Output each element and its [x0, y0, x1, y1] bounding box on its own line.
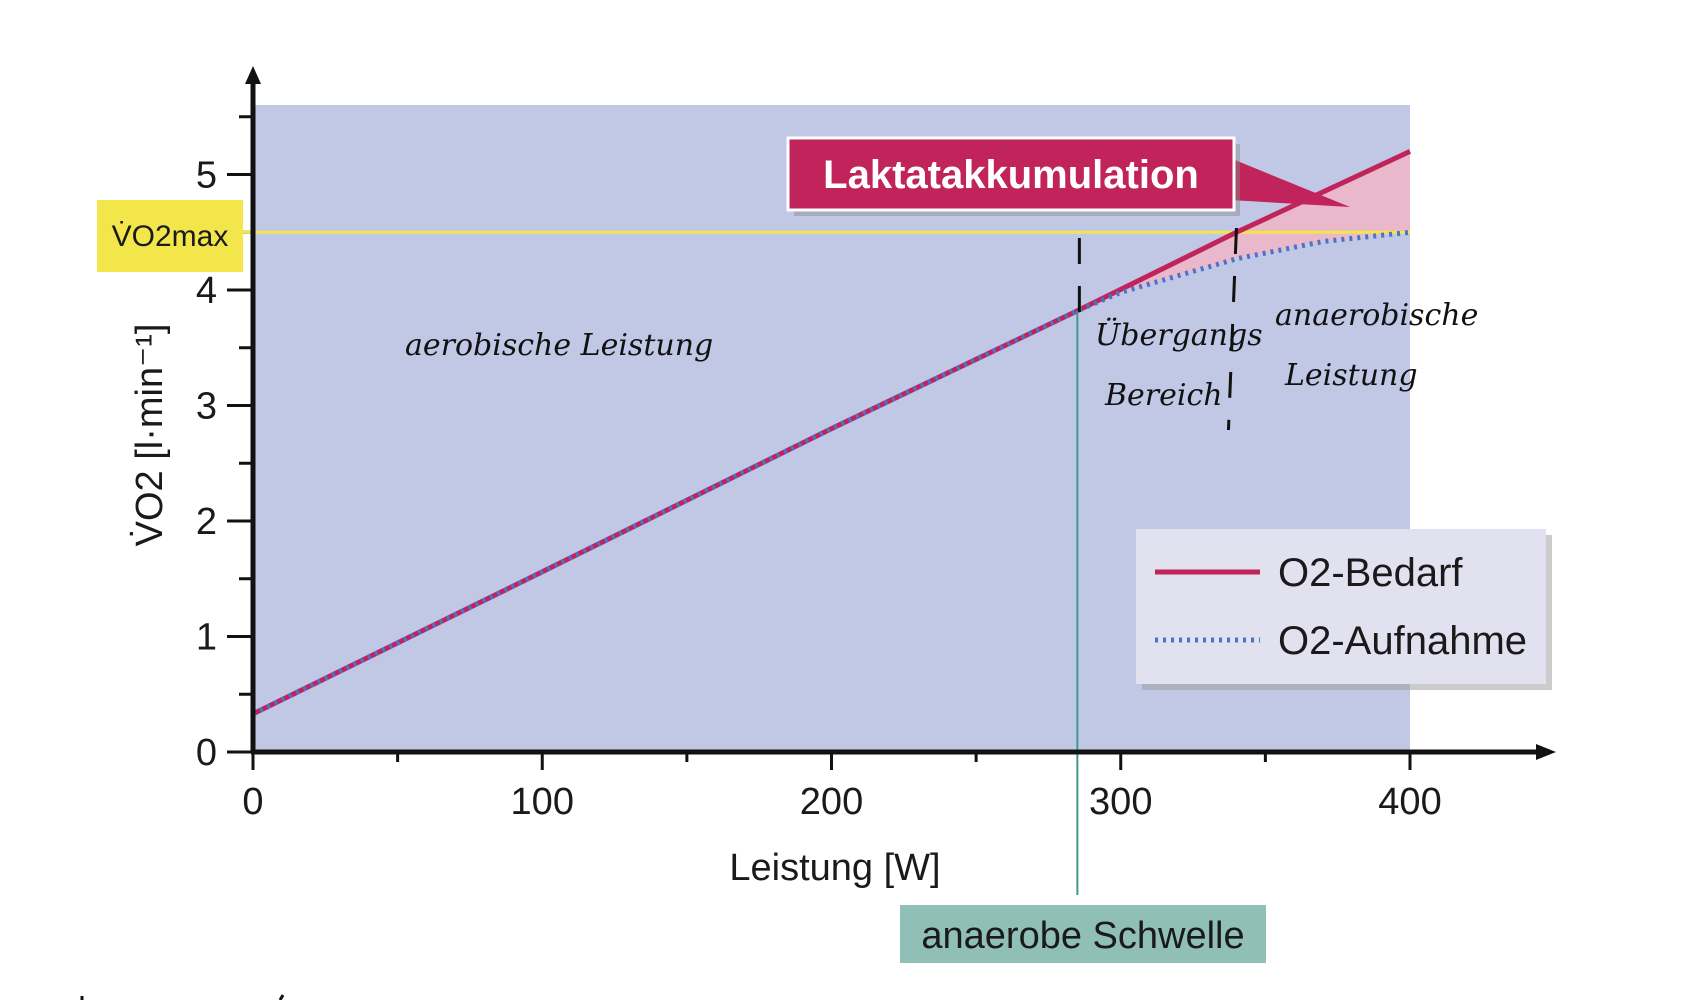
- callout-box: [786, 136, 1236, 212]
- vo2max-label-box: [97, 200, 243, 272]
- annotation-anaerobic-line1: anaerobische: [1275, 298, 1478, 333]
- y-axis-arrow: [245, 66, 261, 84]
- legend-label-o2-bedarf: O2-Bedarf: [1278, 551, 1463, 595]
- threshold-label-box: [900, 905, 1266, 963]
- scan-mark: [278, 994, 285, 1000]
- y-tick-label: 2: [196, 501, 217, 543]
- y-ticks: 0 1 2 3 4 5: [196, 115, 253, 774]
- transition-end-marker: [1226, 227, 1238, 431]
- series-line-o2-aufnahme: [251, 229, 1411, 717]
- annotation-anaerobic-line2: Leistung: [1284, 358, 1418, 393]
- y-axis-title: V̇O2 [l·min⁻¹]: [128, 324, 171, 547]
- x-tick-label: 100: [511, 781, 574, 823]
- x-ticks: 0 100 200 300 400: [242, 752, 1442, 823]
- series-line-o2-bedarf: [251, 149, 1412, 717]
- annotation-transition-line1: Übergangs: [1095, 317, 1263, 353]
- x-tick-label: 400: [1378, 781, 1441, 823]
- legend: O2-Bedarf O2-Aufnahme: [1136, 529, 1552, 690]
- y-tick-label: 3: [196, 386, 217, 428]
- vo2max-label: V̇O2max: [112, 220, 229, 253]
- y-tick-label: 1: [196, 617, 217, 659]
- x-tick-label: 300: [1089, 781, 1152, 823]
- annotation-aerobic: aerobische Leistung: [405, 328, 713, 363]
- y-tick-label: 5: [196, 155, 217, 197]
- callout-pointer: [1230, 158, 1350, 207]
- x-axis-arrow: [1536, 744, 1556, 760]
- x-axis-title: Leistung [W]: [729, 847, 940, 889]
- y-tick-label: 4: [196, 270, 217, 312]
- threshold-label: anaerobe Schwelle: [921, 915, 1244, 957]
- callout-label: Laktatakkumulation: [823, 153, 1199, 197]
- x-tick-label: 200: [800, 781, 863, 823]
- annotation-transition-line2: Bereich: [1104, 378, 1223, 413]
- legend-box: [1136, 529, 1546, 684]
- x-tick-label: 0: [242, 781, 263, 823]
- y-tick-label: 0: [196, 732, 217, 774]
- legend-label-o2-aufnahme: O2-Aufnahme: [1278, 619, 1527, 663]
